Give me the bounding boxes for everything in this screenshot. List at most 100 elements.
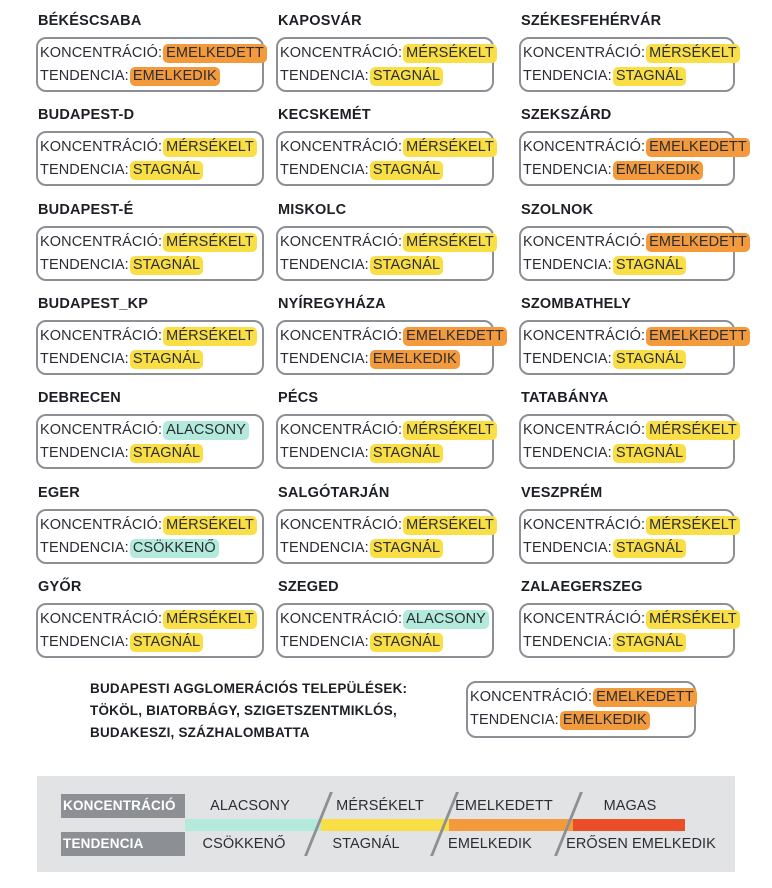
concentration-row: KONCENTRÁCIÓ: EMELKEDETT bbox=[280, 326, 507, 349]
concentration-value: EMELKEDETT bbox=[593, 688, 697, 707]
concentration-row: KONCENTRÁCIÓ: MÉRSÉKELT bbox=[40, 609, 262, 632]
trend-row: TENDENCIA: STAGNÁL bbox=[523, 349, 733, 372]
city-block: SALGÓTARJÁN KONCENTRÁCIÓ: MÉRSÉKELT TENDENC… bbox=[276, 484, 497, 564]
city-block: TATABÁNYA KONCENTRÁCIÓ: MÉRSÉKELT TENDENCIA… bbox=[519, 389, 740, 469]
concentration-row: KONCENTRÁCIÓ: MÉRSÉKELT bbox=[280, 43, 497, 66]
legend-trend-low: CSÖKKENŐ bbox=[202, 836, 286, 852]
legend-bar-max bbox=[573, 819, 685, 831]
trend-label: TENDENCIA: bbox=[40, 257, 129, 273]
trend-row: TENDENCIA: STAGNÁL bbox=[280, 443, 492, 466]
trend-value: STAGNÁL bbox=[129, 350, 204, 369]
concentration-value: EMELKEDETT bbox=[403, 327, 507, 346]
concentration-value: MÉRSÉKELT bbox=[163, 327, 257, 346]
city-card: KONCENTRÁCIÓ: EMELKEDETT TENDENCIA: EMELKED… bbox=[519, 131, 750, 186]
concentration-label: KONCENTRÁCIÓ: bbox=[40, 422, 163, 438]
city-block: SZOLNOK KONCENTRÁCIÓ: EMELKEDETT TENDENCIA:… bbox=[519, 201, 750, 281]
concentration-label: KONCENTRÁCIÓ: bbox=[523, 45, 646, 61]
concentration-value: MÉRSÉKELT bbox=[646, 610, 740, 629]
trend-label: TENDENCIA: bbox=[40, 162, 129, 178]
trend-row: TENDENCIA: STAGNÁL bbox=[40, 255, 262, 278]
trend-value: STAGNÁL bbox=[612, 350, 687, 369]
city-block: EGER KONCENTRÁCIÓ: MÉRSÉKELT TENDENCIA: CSÖK… bbox=[36, 484, 264, 564]
city-block: BUDAPEST_KP KONCENTRÁCIÓ: MÉRSÉKELT TENDENC… bbox=[36, 295, 264, 375]
trend-label: TENDENCIA: bbox=[40, 445, 129, 461]
city-card: KONCENTRÁCIÓ: MÉRSÉKELT TENDENCIA: CSÖKKENŐ bbox=[36, 509, 264, 564]
concentration-row: KONCENTRÁCIÓ: MÉRSÉKELT bbox=[523, 420, 740, 443]
concentration-label: KONCENTRÁCIÓ: bbox=[40, 139, 163, 155]
concentration-label: KONCENTRÁCIÓ: bbox=[280, 234, 403, 250]
agglomeration-card: KONCENTRÁCIÓ: EMELKEDETT TENDENCIA: EMELKE… bbox=[466, 681, 697, 738]
city-block: ZALAEGERSZEG KONCENTRÁCIÓ: MÉRSÉKELT TENDEN… bbox=[519, 578, 740, 658]
trend-row: TENDENCIA: STAGNÁL bbox=[523, 443, 733, 466]
city-block: VESZPRÉM KONCENTRÁCIÓ: MÉRSÉKELT TENDENCIA:… bbox=[519, 484, 740, 564]
city-name: DEBRECEN bbox=[38, 390, 121, 406]
legend-bar-mid bbox=[321, 819, 449, 831]
city-card: KONCENTRÁCIÓ: EMELKEDETT TENDENCIA: EMELKED… bbox=[276, 320, 507, 375]
city-block: BÉKÉSCSABA KONCENTRÁCIÓ: EMELKEDETT TENDENC… bbox=[36, 12, 267, 92]
city-name: BUDAPEST-É bbox=[38, 202, 134, 218]
legend-bar-low bbox=[185, 819, 321, 831]
concentration-label: KONCENTRÁCIÓ: bbox=[470, 689, 593, 705]
concentration-value: MÉRSÉKELT bbox=[646, 44, 740, 63]
concentration-value: MÉRSÉKELT bbox=[163, 610, 257, 629]
city-name: BUDAPEST_KP bbox=[38, 296, 149, 312]
legend-concentration-low: ALACSONY bbox=[210, 798, 290, 814]
city-card: KONCENTRÁCIÓ: MÉRSÉKELT TENDENCIA: STAGNÁL bbox=[36, 131, 264, 186]
concentration-row: KONCENTRÁCIÓ: EMELKEDETT bbox=[470, 687, 697, 710]
trend-row: TENDENCIA: STAGNÁL bbox=[280, 632, 492, 655]
city-name: BÉKÉSCSABA bbox=[38, 13, 142, 29]
trend-row: TENDENCIA: CSÖKKENŐ bbox=[40, 538, 262, 561]
concentration-row: KONCENTRÁCIÓ: EMELKEDETT bbox=[40, 43, 267, 66]
trend-label: TENDENCIA: bbox=[40, 634, 129, 650]
city-block: SZEGED KONCENTRÁCIÓ: ALACSONY TENDENCIA: STA… bbox=[276, 578, 494, 658]
trend-row: TENDENCIA: STAGNÁL bbox=[280, 255, 492, 278]
concentration-row: KONCENTRÁCIÓ: EMELKEDETT bbox=[523, 326, 750, 349]
city-name: SALGÓTARJÁN bbox=[278, 485, 390, 501]
legend-concentration-max: MAGAS bbox=[603, 798, 657, 814]
trend-value: EMELKEDIK bbox=[559, 711, 650, 730]
concentration-value: MÉRSÉKELT bbox=[403, 421, 497, 440]
city-name: KAPOSVÁR bbox=[278, 13, 362, 29]
concentration-label: KONCENTRÁCIÓ: bbox=[40, 611, 163, 627]
agglomeration-title-line: TÖKÖL, BIATORBÁGY, SZIGETSZENTMIKLÓS, bbox=[90, 703, 397, 718]
concentration-label: KONCENTRÁCIÓ: bbox=[40, 328, 163, 344]
concentration-value: EMELKEDETT bbox=[163, 44, 267, 63]
concentration-value: MÉRSÉKELT bbox=[646, 516, 740, 535]
concentration-row: KONCENTRÁCIÓ: MÉRSÉKELT bbox=[280, 137, 497, 160]
concentration-row: KONCENTRÁCIÓ: MÉRSÉKELT bbox=[40, 137, 262, 160]
legend-concentration-mid: MÉRSÉKELT bbox=[336, 798, 424, 814]
agglomeration-title-line: BUDAKESZI, SZÁZHALOMBATTA bbox=[90, 725, 310, 740]
trend-label: TENDENCIA: bbox=[523, 162, 612, 178]
concentration-row: KONCENTRÁCIÓ: MÉRSÉKELT bbox=[523, 43, 740, 66]
trend-value: STAGNÁL bbox=[129, 256, 204, 275]
trend-row: TENDENCIA: STAGNÁL bbox=[40, 160, 262, 183]
trend-row: TENDENCIA: STAGNÁL bbox=[523, 255, 733, 278]
concentration-value: MÉRSÉKELT bbox=[403, 233, 497, 252]
legend-concentration-high: EMELKEDETT bbox=[455, 798, 553, 814]
city-name: MISKOLC bbox=[278, 202, 347, 218]
concentration-value: MÉRSÉKELT bbox=[403, 44, 497, 63]
concentration-value: ALACSONY bbox=[163, 421, 249, 440]
city-card: KONCENTRÁCIÓ: MÉRSÉKELT TENDENCIA: STAGNÁL bbox=[276, 226, 497, 281]
trend-value: STAGNÁL bbox=[612, 67, 687, 86]
trend-row: TENDENCIA: STAGNÁL bbox=[523, 66, 733, 89]
city-block: GYŐR KONCENTRÁCIÓ: MÉRSÉKELT TENDENCIA: STAG… bbox=[36, 578, 264, 658]
concentration-label: KONCENTRÁCIÓ: bbox=[523, 611, 646, 627]
city-card: KONCENTRÁCIÓ: EMELKEDETT TENDENCIA: EMELKED… bbox=[36, 37, 267, 92]
concentration-row: KONCENTRÁCIÓ: MÉRSÉKELT bbox=[280, 232, 497, 255]
city-name: GYŐR bbox=[38, 579, 82, 595]
city-name: SZEGED bbox=[278, 579, 339, 595]
trend-row: TENDENCIA: STAGNÁL bbox=[40, 443, 262, 466]
city-card: KONCENTRÁCIÓ: MÉRSÉKELT TENDENCIA: STAGNÁL bbox=[276, 414, 497, 469]
trend-row: TENDENCIA: STAGNÁL bbox=[40, 632, 262, 655]
concentration-value: MÉRSÉKELT bbox=[163, 516, 257, 535]
agglomeration-title-line: BUDAPESTI AGGLOMERÁCIÓS TELEPÜLÉSEK: bbox=[90, 681, 408, 696]
concentration-label: KONCENTRÁCIÓ: bbox=[280, 45, 403, 61]
trend-label: TENDENCIA: bbox=[523, 634, 612, 650]
city-block: PÉCS KONCENTRÁCIÓ: MÉRSÉKELT TENDENCIA: STAG… bbox=[276, 389, 497, 469]
legend: KONCENTRÁCIÓ TENDENCIA ALACSONY MÉRSÉKEL… bbox=[37, 776, 735, 872]
city-block: SZOMBATHELY KONCENTRÁCIÓ: EMELKEDETT TENDEN… bbox=[519, 295, 750, 375]
city-block: NYÍREGYHÁZA KONCENTRÁCIÓ: EMELKEDETT TENDEN… bbox=[276, 295, 507, 375]
concentration-label: KONCENTRÁCIÓ: bbox=[523, 517, 646, 533]
concentration-row: KONCENTRÁCIÓ: MÉRSÉKELT bbox=[280, 420, 497, 443]
